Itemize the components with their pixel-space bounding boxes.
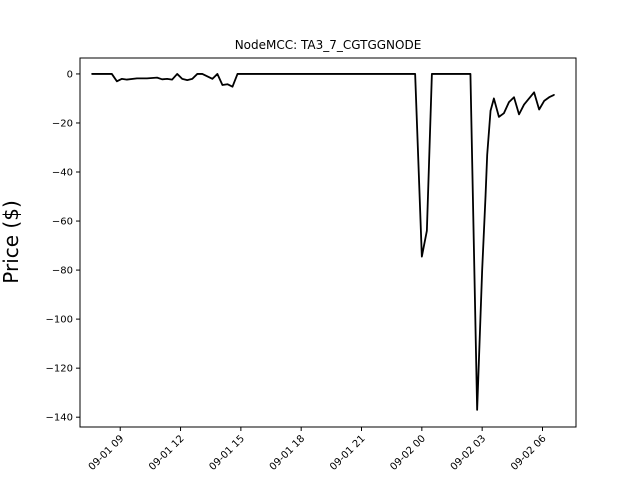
series-line-0 [91,73,555,411]
data-point [340,73,343,75]
y-tick-label: −80 [52,266,73,277]
data-point [226,83,229,85]
data-point [166,78,168,80]
x-tick-label: 09-01 21 [328,433,368,473]
data-point [280,73,282,75]
data-point [469,73,472,75]
data-point [186,79,188,81]
data-point [111,73,113,75]
x-axis: 09-01 09 09-01 12 09-01 15 09-01 18 09-01 21… [87,427,549,473]
data-point [476,409,478,411]
data-point [523,103,525,106]
data-point [221,84,224,86]
data-point [156,77,158,79]
y-tick-label: −40 [52,168,73,179]
data-point [486,154,488,156]
x-tick-label: 09-02 00 [388,433,428,473]
data-point [481,269,483,271]
data-point [513,96,515,98]
data-point [236,73,239,75]
x-tick-label: 09-01 18 [268,433,308,473]
data-point [121,78,123,80]
data-point [543,100,545,102]
data-point [176,73,178,75]
data-point [503,112,505,114]
x-tick-label: 09-02 06 [509,433,549,473]
y-tick-label: −100 [46,315,73,326]
data-point [484,195,487,198]
data-point [116,80,118,82]
data-point [414,73,416,75]
data-point [216,73,219,75]
x-tick-label: 09-01 09 [87,433,127,473]
data-point [421,255,423,258]
data-point [196,73,198,75]
y-tick-label: −120 [46,364,73,375]
data-point [146,77,148,79]
data-point [451,73,453,75]
data-point [493,97,495,100]
data-point [91,73,93,75]
data-point [161,78,163,80]
data-point [99,73,101,75]
data-point [126,78,128,81]
y-tick-label: −60 [52,217,73,228]
data-point [508,101,510,103]
data-point [498,116,500,118]
data-point [533,91,535,93]
plot-layer [91,73,555,411]
data-point [231,86,234,88]
data-point [489,110,492,112]
data-point [181,78,183,80]
data-point [548,96,550,98]
x-tick-label: 09-01 15 [207,433,247,473]
y-axis: 0 −20 −40 −60 −80 −100 −120 −140 [46,69,80,424]
data-point [431,73,433,75]
data-point [201,73,203,75]
plot-area-frame [79,57,577,428]
data-point [211,78,213,80]
y-tick-label: −20 [52,118,73,129]
data-point [518,113,520,115]
y-axis-label: Price ($) [0,200,23,283]
data-point [538,108,540,111]
data-point [136,77,138,79]
y-tick-label: −140 [46,413,73,424]
x-tick-label: 09-01 12 [147,433,187,473]
x-tick-label: 09-02 03 [449,433,489,473]
data-point [191,78,193,80]
data-point [553,94,555,96]
chart-title: NodeMCC: TA3_7_CGTGGNODE [235,38,422,52]
data-point [426,230,428,232]
data-point [171,78,173,81]
y-tick-label: 0 [67,69,73,80]
